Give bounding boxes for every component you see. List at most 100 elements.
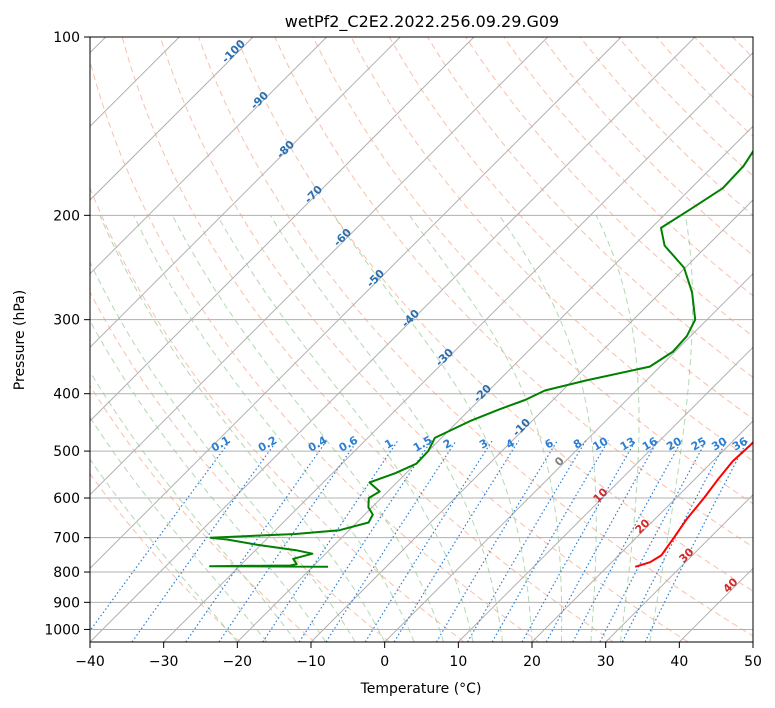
dry-adiabat-label: -30 xyxy=(433,346,456,369)
isotherm-line xyxy=(678,567,753,642)
moist-adiabat-line xyxy=(172,215,445,642)
dry-adiabat-line xyxy=(90,291,390,642)
isotherm-line xyxy=(90,37,549,496)
moist-adiabat-line xyxy=(216,215,474,642)
dry-adiabat-line xyxy=(503,37,753,297)
mixing-ratio-line xyxy=(131,440,278,642)
x-tick-label: 30 xyxy=(597,654,615,670)
dry-adiabat-line xyxy=(350,37,753,462)
dry-adiabat-label: 40 xyxy=(721,575,741,595)
dry-adiabat-line xyxy=(90,384,316,642)
isotherm-line xyxy=(90,37,401,349)
dry-adiabat-line xyxy=(465,37,753,338)
mixing-ratio-line xyxy=(262,440,399,642)
dry-adiabat-label: -60 xyxy=(331,226,354,249)
chart-title: wetPf2_C2E2.2022.256.09.29.G09 xyxy=(285,12,559,32)
y-tick-label: 500 xyxy=(53,444,80,460)
y-tick-label: 300 xyxy=(53,313,80,329)
tick-layer: −40 −30 −20 −10 0 10 20 30 40 50 100 200 300 400 500 60… xyxy=(44,30,762,670)
dry-adiabat-line xyxy=(312,37,753,505)
moist-adiabat-line xyxy=(99,215,386,642)
mixing-ratio-line xyxy=(364,440,493,642)
mixing-ratio-line xyxy=(435,440,558,642)
dry-adiabat-line xyxy=(90,472,241,642)
moist-adiabat-line xyxy=(409,215,563,642)
x-tick-label: −10 xyxy=(296,654,326,670)
x-tick-label: 20 xyxy=(523,654,541,670)
isotherm-line xyxy=(236,125,753,642)
dry-adiabat-label: -50 xyxy=(364,267,387,290)
moist-adiabat-line xyxy=(595,215,640,642)
dry-adiabat-line xyxy=(90,186,465,642)
isotherm-line xyxy=(531,420,753,642)
dry-adiabat-line xyxy=(656,37,753,138)
isotherm-line xyxy=(90,37,696,642)
x-tick-label: −20 xyxy=(223,654,253,670)
dry-adiabat-line xyxy=(541,37,753,257)
mixing-ratio-line xyxy=(521,440,637,642)
y-tick-label: 1000 xyxy=(44,622,80,638)
x-tick-label: −40 xyxy=(75,654,105,670)
dry-adiabat-label: -70 xyxy=(302,183,325,206)
mixing-ratio-line xyxy=(644,440,748,642)
dry-adiabat-line xyxy=(274,37,753,548)
moist-adiabat-line xyxy=(269,215,503,642)
x-tick-label: −30 xyxy=(149,654,179,670)
temperature-line xyxy=(634,440,753,568)
isotherm-line xyxy=(752,641,753,642)
mixing-ratio-label: 4 xyxy=(504,436,517,451)
dry-adiabat-label: -90 xyxy=(248,89,271,112)
moist-adiabat-line xyxy=(90,260,356,642)
y-tick-label: 900 xyxy=(53,595,80,611)
x-tick-label: 10 xyxy=(449,654,467,670)
mixing-ratio-label: 6 xyxy=(543,436,556,451)
isotherm-line xyxy=(605,493,753,642)
moist-adiabat-line xyxy=(90,458,238,642)
moist-adiabat-line xyxy=(649,215,693,642)
mixing-ratio-line xyxy=(545,440,659,642)
moist-adiabat-line xyxy=(90,370,297,642)
mixing-ratio-line xyxy=(298,440,432,642)
dry-adiabat-line xyxy=(388,37,753,420)
moist-adiabat-line xyxy=(90,416,268,642)
y-tick-label: 400 xyxy=(53,387,80,403)
moist-adiabat-line xyxy=(333,215,533,642)
background-lines xyxy=(90,37,753,642)
y-tick-label: 100 xyxy=(53,30,80,46)
y-tick-label: 700 xyxy=(53,531,80,547)
isotherm-line xyxy=(90,37,622,570)
dewpoint-line xyxy=(209,149,753,568)
dry-adiabat-line xyxy=(90,59,540,642)
mixing-ratio-line xyxy=(466,440,587,642)
series-layer xyxy=(209,149,753,568)
dry-adiabat-label: -20 xyxy=(471,382,494,405)
x-tick-label: 40 xyxy=(670,654,688,670)
dry-adiabat-line xyxy=(694,37,753,98)
y-tick-label: 600 xyxy=(53,491,80,507)
mixing-ratio-line xyxy=(90,440,231,632)
annotation-layer: 0.1 0.2 0.4 0.6 1 1.5 2 3 4 6 8 10 13 16 20 25 30 36-100-… xyxy=(209,37,750,596)
x-tick-label: 0 xyxy=(380,654,389,670)
dry-adiabat-label: -100 xyxy=(219,37,248,66)
mixing-ratio-line xyxy=(491,440,609,642)
dry-adiabat-label: -80 xyxy=(274,138,297,161)
dry-adiabat-line xyxy=(426,37,753,378)
dry-adiabat-line xyxy=(732,37,753,59)
isotherm-line xyxy=(90,37,254,201)
isotherm-line xyxy=(90,37,475,422)
x-axis-label: Temperature (°C) xyxy=(360,681,482,697)
dry-adiabat-label: 30 xyxy=(677,545,697,565)
dry-adiabat-label: 10 xyxy=(591,485,611,505)
dry-adiabat-label: 20 xyxy=(633,516,653,536)
mixing-ratio-line xyxy=(599,440,707,642)
dry-adiabat-label: -10 xyxy=(510,416,533,439)
x-tick-label: 50 xyxy=(744,654,762,670)
mixing-ratio-line xyxy=(572,440,683,642)
dry-adiabat-line xyxy=(159,37,689,642)
y-tick-label: 800 xyxy=(53,565,80,581)
isotherm-line xyxy=(163,51,753,642)
mixing-ratio-label: 2 xyxy=(441,437,454,452)
isotherm-line xyxy=(90,37,328,275)
moist-adiabat-line xyxy=(90,319,327,642)
